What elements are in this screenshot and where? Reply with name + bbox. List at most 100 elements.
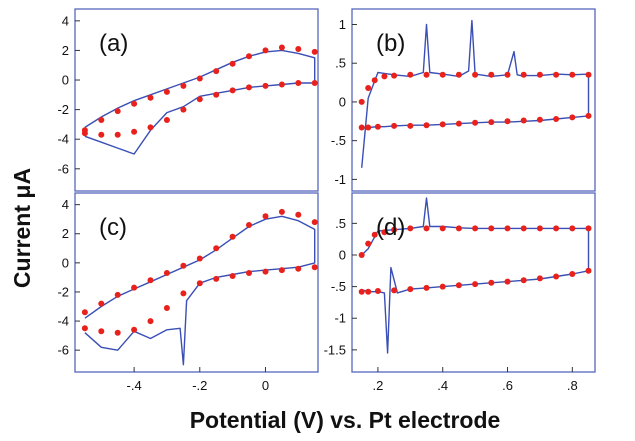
- fit-point: [407, 122, 414, 129]
- fit-point: [381, 73, 388, 80]
- fit-point: [455, 225, 462, 232]
- fit-point: [98, 117, 105, 123]
- fit-point: [472, 71, 479, 78]
- fit-point: [407, 286, 414, 293]
- fit-point: [439, 121, 446, 128]
- fit-point: [569, 225, 576, 232]
- fit-point: [180, 82, 187, 89]
- fit-point: [585, 71, 592, 78]
- fit-point: [311, 80, 318, 86]
- fit-curve: [358, 71, 592, 131]
- fit-point: [381, 229, 388, 236]
- fit-point: [180, 106, 187, 113]
- fit-point: [196, 96, 203, 103]
- y-tick-label: 1: [339, 17, 346, 32]
- fit-point: [147, 124, 154, 131]
- fit-point: [163, 270, 170, 276]
- fit-point: [391, 226, 398, 233]
- fit-point: [585, 112, 592, 119]
- fit-point: [246, 84, 252, 91]
- fit-point: [520, 71, 527, 78]
- y-tick-label: -1.5: [324, 342, 346, 357]
- fit-point: [536, 275, 543, 282]
- fit-point: [520, 225, 527, 232]
- y-tick-label: -2: [57, 284, 69, 299]
- panel-label: (c): [99, 214, 127, 241]
- panel-2: 1 .5 0 -.5 -1 (b): [331, 8, 596, 192]
- fit-point: [246, 270, 252, 276]
- fit-point: [439, 71, 446, 78]
- fit-point: [391, 287, 398, 294]
- fit-point: [423, 71, 430, 78]
- x-tick-label: .8: [567, 378, 578, 393]
- y-tick-label: 2: [62, 226, 69, 241]
- x-tick-label: 0: [262, 378, 269, 393]
- fit-point: [553, 273, 560, 280]
- x-axis-label: Potential (V) vs. Pt electrode: [190, 407, 501, 433]
- panel-label: (b): [376, 30, 405, 57]
- y-tick-label: 4: [62, 13, 69, 28]
- fit-point: [295, 46, 302, 52]
- fit-point: [262, 82, 269, 89]
- fit-point: [131, 128, 138, 135]
- fit-point: [98, 131, 105, 138]
- x-tick-label: .6: [502, 378, 513, 393]
- fit-point: [365, 124, 372, 131]
- fit-point: [536, 225, 543, 232]
- y-tick-label: -1: [334, 311, 346, 326]
- fit-point: [553, 71, 560, 78]
- fit-point: [371, 231, 378, 238]
- y-tick-label: 2: [62, 43, 69, 58]
- fit-point: [196, 280, 203, 287]
- fit-point: [407, 225, 414, 232]
- panel-3: 4 2 0 -2 -4 -6 -.4 -.2 0 (c): [57, 192, 319, 393]
- y-tick-label: 0: [339, 94, 346, 109]
- fit-curve: [81, 208, 318, 336]
- fit-point: [439, 225, 446, 232]
- fit-point: [488, 225, 495, 232]
- fit-point: [504, 71, 511, 78]
- fit-point: [213, 68, 220, 75]
- fit-point: [391, 122, 398, 129]
- fit-point: [504, 225, 511, 232]
- y-tick-label: -6: [57, 161, 69, 176]
- fit-point: [585, 267, 592, 274]
- fit-point: [98, 300, 105, 307]
- fit-point: [358, 288, 365, 295]
- y-tick-label: .5: [335, 216, 346, 231]
- fit-point: [98, 328, 105, 335]
- fit-point: [423, 122, 430, 129]
- fit-point: [371, 77, 378, 84]
- fit-point: [423, 225, 430, 232]
- fit-point: [262, 47, 269, 54]
- fit-point: [131, 284, 138, 291]
- fit-point: [536, 116, 543, 123]
- x-tick-label: -.2: [192, 378, 207, 393]
- fit-point: [114, 329, 121, 336]
- fit-point: [472, 281, 479, 288]
- y-tick-label: -6: [57, 343, 69, 358]
- fit-point: [311, 264, 318, 271]
- fit-point: [196, 255, 203, 262]
- fit-point: [114, 291, 121, 298]
- fit-point: [114, 108, 121, 115]
- fit-point: [114, 131, 121, 138]
- fit-curve: [358, 225, 592, 295]
- fit-point: [391, 72, 398, 79]
- fit-point: [439, 283, 446, 290]
- fit-point: [213, 91, 220, 98]
- panel-frame: [74, 192, 319, 373]
- fit-point: [365, 85, 372, 91]
- fit-point: [553, 225, 560, 232]
- fit-point: [472, 225, 479, 232]
- x-tick-label: .4: [437, 378, 448, 393]
- fit-point: [229, 233, 236, 240]
- fit-point: [147, 94, 154, 101]
- fit-point: [358, 124, 365, 131]
- fit-point: [278, 267, 285, 274]
- fit-point: [131, 100, 138, 107]
- panel-frame: [74, 8, 319, 192]
- y-tick-label: .5: [335, 56, 346, 71]
- fit-point: [504, 278, 511, 285]
- fit-point: [365, 288, 372, 295]
